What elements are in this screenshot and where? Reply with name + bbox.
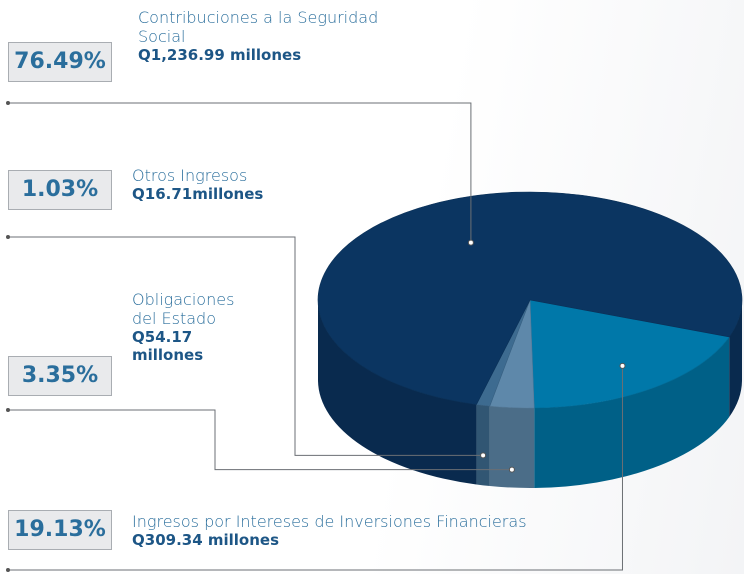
- percent-box: 19.13%: [8, 510, 112, 550]
- leader-dot: [6, 101, 10, 105]
- category-name: Otros Ingresos: [132, 166, 248, 185]
- category-name: Obligaciones del Estado: [132, 290, 235, 328]
- leader-dot: [480, 452, 487, 459]
- slice: [317, 191, 743, 405]
- percent-box: 76.49%: [8, 42, 112, 82]
- leader-line: [8, 365, 623, 571]
- leader-dot: [6, 568, 10, 572]
- percent-box: 1.03%: [8, 170, 112, 210]
- category-name: Ingresos por Intereses de Inversiones Fi…: [132, 512, 527, 531]
- slice-label: Obligaciones del Estado Q54.17 millones: [132, 290, 244, 364]
- leader-line: [8, 409, 512, 471]
- slice-side: [318, 300, 477, 485]
- percent-box: 3.35%: [8, 356, 112, 396]
- amount: Q16.71millones: [132, 185, 264, 203]
- slice-label: Ingresos por Intereses de Inversiones Fi…: [132, 512, 652, 549]
- leader-dot: [467, 239, 474, 246]
- leader-line: [8, 236, 484, 456]
- slice: [529, 299, 730, 409]
- leader-dot: [6, 235, 10, 239]
- slice-label: Otros Ingresos Q16.71millones: [132, 166, 392, 203]
- slice-side: [534, 336, 730, 488]
- slice-side: [489, 406, 535, 488]
- category-name: Contribuciones a la Seguridad Social: [138, 8, 379, 46]
- leader-dot: [619, 362, 626, 369]
- slice-side: [729, 300, 742, 417]
- amount: Q309.34 millones: [132, 531, 279, 549]
- leader-dot: [508, 466, 515, 473]
- slice-side: [476, 404, 490, 487]
- amount: Q54.17 millones: [132, 328, 204, 364]
- leader-dot: [6, 408, 10, 412]
- amount: Q1,236.99 millones: [138, 46, 302, 64]
- leader-line: [8, 102, 472, 243]
- slice-label: Contribuciones a la Seguridad Social Q1,2…: [138, 8, 398, 64]
